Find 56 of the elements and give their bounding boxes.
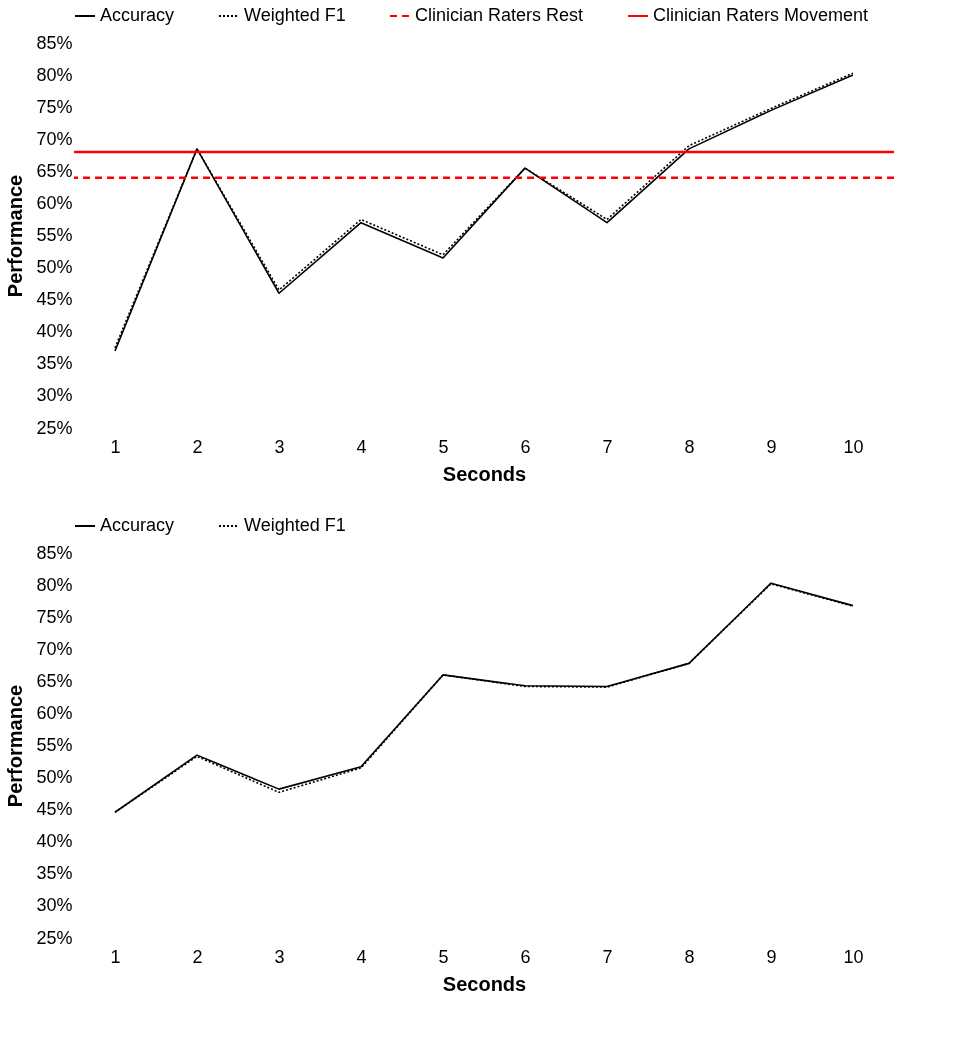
y-tick-label: 55%: [36, 225, 73, 245]
x-tick-label: 8: [684, 436, 695, 457]
legend-label: Clinician Raters Rest: [415, 5, 584, 25]
y-tick-label: 65%: [36, 670, 73, 691]
x-tick-label: 2: [192, 946, 203, 967]
x-tick-label: 9: [766, 436, 777, 457]
y-tick-label: 25%: [36, 417, 73, 438]
y-tick-label: 60%: [36, 192, 73, 213]
y-tick-label: 35%: [36, 863, 73, 884]
y-tick-label: 80%: [36, 574, 73, 595]
x-tick-label: 1: [110, 436, 121, 457]
y-tick-label: 30%: [36, 385, 73, 406]
y-tick-label: 85%: [36, 542, 73, 563]
legend-label: Weighted F1: [244, 515, 346, 535]
x-tick-label: 6: [520, 436, 531, 457]
y-tick-label: 60%: [36, 702, 73, 723]
x-tick-label: 7: [602, 946, 613, 967]
x-tick-label: 10: [843, 946, 864, 967]
x-tick-label: 1: [110, 946, 121, 967]
x-tick-label: 5: [438, 946, 449, 967]
y-tick-label: 70%: [36, 128, 73, 149]
legend-label: Weighted F1: [244, 5, 346, 25]
y-tick-label: 45%: [36, 289, 73, 310]
y-tick-label: 75%: [36, 606, 73, 627]
y-tick-label: 55%: [36, 735, 73, 755]
y-tick-label: 40%: [36, 831, 73, 852]
x-tick-label: 4: [356, 436, 367, 457]
x-axis-title: Seconds: [442, 462, 527, 485]
legend-label: Clinician Raters Movement: [653, 5, 869, 25]
x-tick-label: 4: [356, 946, 367, 967]
x-tick-label: 2: [192, 436, 203, 457]
y-tick-label: 35%: [36, 353, 73, 374]
y-tick-label: 25%: [36, 927, 73, 948]
y-axis-title: Performance: [4, 684, 27, 808]
x-tick-label: 10: [843, 436, 864, 457]
x-tick-label: 8: [684, 946, 695, 967]
legend-label: Accuracy: [100, 515, 175, 535]
y-tick-label: 75%: [36, 96, 73, 117]
x-axis-title: Seconds: [442, 972, 527, 995]
y-tick-label: 50%: [36, 257, 73, 278]
y-tick-label: 45%: [36, 799, 73, 820]
x-tick-label: 6: [520, 946, 531, 967]
y-tick-label: 80%: [36, 64, 73, 85]
x-tick-label: 9: [766, 946, 777, 967]
y-tick-label: 85%: [36, 32, 73, 53]
x-tick-label: 3: [274, 946, 285, 967]
y-tick-label: 50%: [36, 767, 73, 788]
x-tick-label: 3: [274, 436, 285, 457]
y-tick-label: 65%: [36, 160, 73, 181]
x-tick-label: 5: [438, 436, 449, 457]
y-tick-label: 70%: [36, 638, 73, 659]
y-axis-title: Performance: [4, 174, 27, 298]
y-tick-label: 40%: [36, 321, 73, 342]
legend-label: Accuracy: [100, 5, 175, 25]
x-tick-label: 7: [602, 436, 613, 457]
y-tick-label: 30%: [36, 895, 73, 916]
